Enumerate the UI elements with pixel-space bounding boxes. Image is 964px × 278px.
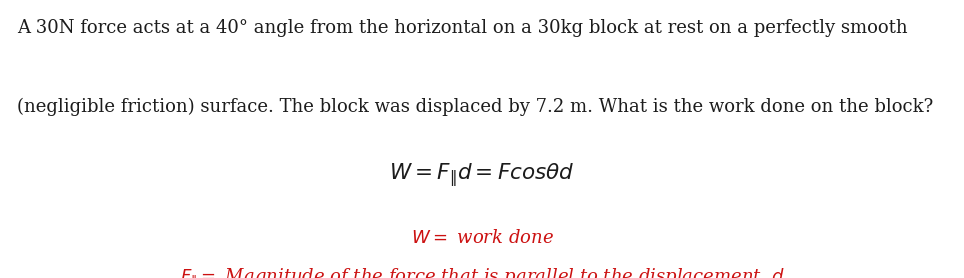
Text: $F_{\|} = $ Magnitude of the force that is parallel to the displacement, $d$: $F_{\|} = $ Magnitude of the force that … bbox=[179, 267, 785, 278]
Text: (negligible friction) surface. The block was displaced by 7.2 m. What is the wor: (negligible friction) surface. The block… bbox=[17, 97, 933, 116]
Text: $W = F_{\|}d = Fcos\theta d$: $W = F_{\|}d = Fcos\theta d$ bbox=[389, 161, 575, 189]
Text: $W = $ work done: $W = $ work done bbox=[411, 229, 553, 247]
Text: A 30N force acts at a 40° angle from the horizontal on a 30kg block at rest on a: A 30N force acts at a 40° angle from the… bbox=[17, 19, 908, 38]
